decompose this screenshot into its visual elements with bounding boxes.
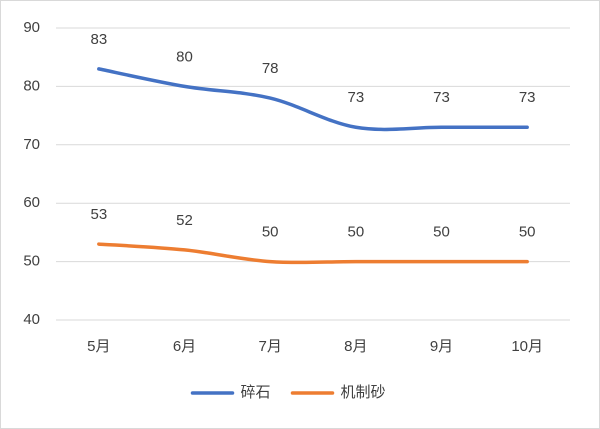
x-tick-label: 9月 (430, 338, 453, 355)
series-line (97, 242, 529, 265)
data-label: 73 (347, 89, 364, 106)
legend-label: 碎石 (241, 384, 271, 401)
y-tick-label: 50 (23, 253, 40, 270)
data-label: 53 (90, 206, 107, 223)
y-tick-label: 60 (23, 194, 40, 211)
x-tick-label: 7月 (258, 338, 281, 355)
data-label: 50 (519, 224, 536, 241)
data-label: 50 (433, 224, 450, 241)
y-tick-label: 80 (23, 77, 40, 94)
y-tick-label: 90 (23, 19, 40, 36)
data-label: 80 (176, 48, 193, 65)
data-label: 78 (262, 60, 279, 77)
data-label: 52 (176, 212, 193, 229)
data-label: 73 (433, 89, 450, 106)
x-tick-label: 6月 (173, 338, 196, 355)
y-tick-label: 70 (23, 136, 40, 153)
series-line (97, 67, 529, 132)
data-label: 73 (519, 89, 536, 106)
legend-label: 机制砂 (341, 384, 386, 401)
data-label: 50 (347, 224, 364, 241)
data-label: 83 (90, 31, 107, 48)
data-label: 50 (262, 224, 279, 241)
y-tick-label: 40 (23, 311, 40, 328)
x-tick-label: 5月 (87, 338, 110, 355)
x-tick-label: 10月 (511, 338, 543, 355)
x-tick-label: 8月 (344, 338, 367, 355)
